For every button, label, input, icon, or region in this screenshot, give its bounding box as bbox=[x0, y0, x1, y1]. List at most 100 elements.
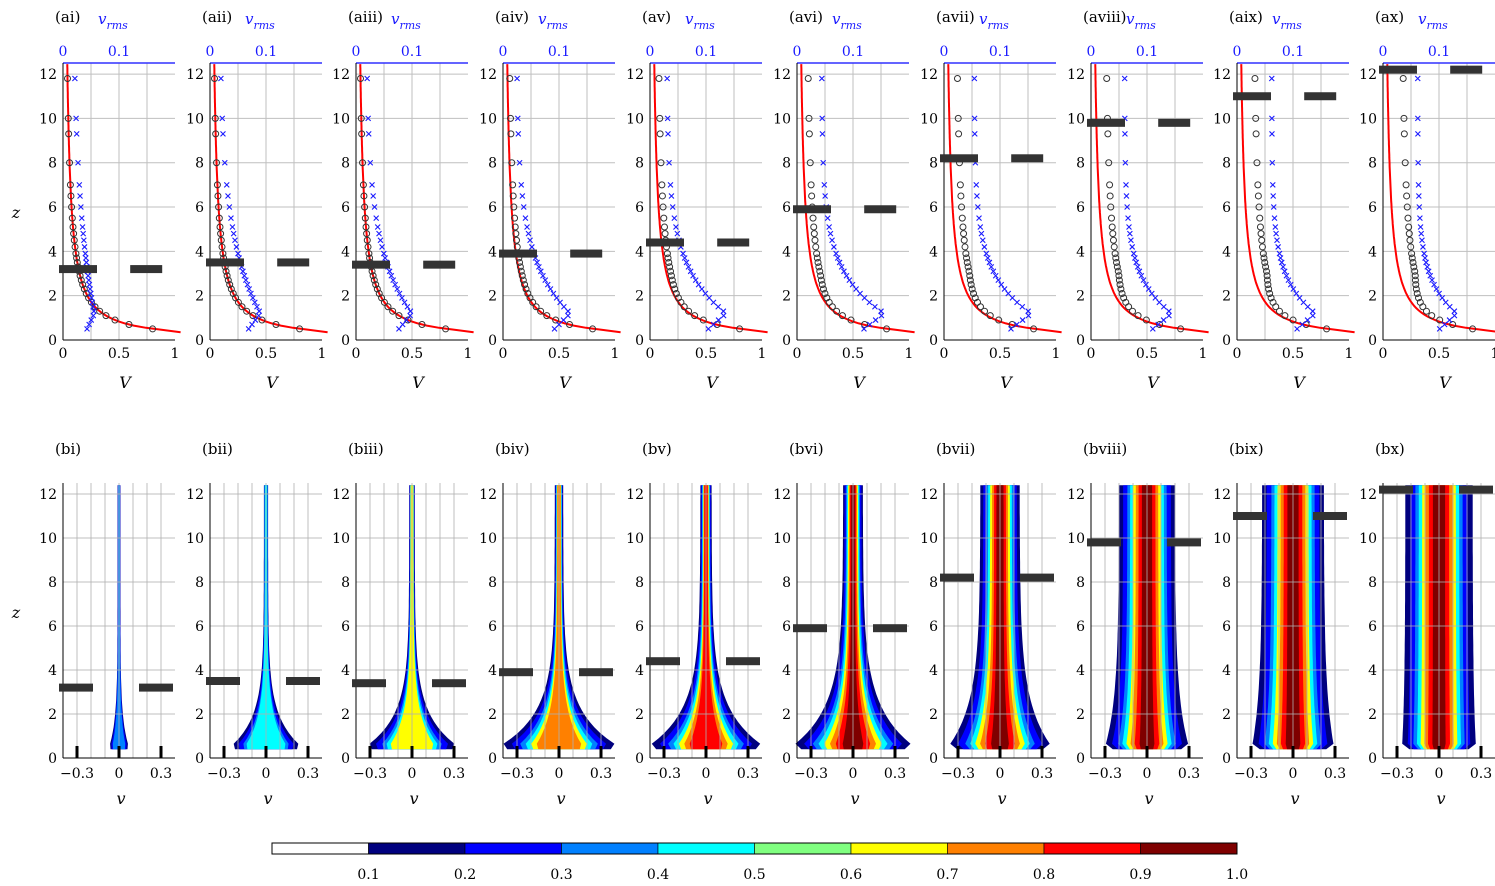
mean-point bbox=[1411, 267, 1419, 275]
colorbar-tick-label: 0.8 bbox=[1033, 867, 1055, 883]
y-tick-label: 2 bbox=[1076, 707, 1085, 723]
mean-point bbox=[664, 254, 672, 262]
mean-point bbox=[1109, 230, 1117, 238]
mean-point bbox=[77, 276, 85, 284]
rms-point bbox=[1134, 263, 1141, 270]
rms-point bbox=[986, 259, 993, 266]
mean-point bbox=[814, 258, 822, 266]
mean-point bbox=[1255, 203, 1263, 211]
rms-point bbox=[1019, 317, 1026, 323]
rms-point bbox=[710, 321, 717, 328]
top-tick-label: 0.1 bbox=[1136, 44, 1158, 60]
y-tick-label: 2 bbox=[341, 289, 350, 305]
mean-point bbox=[372, 281, 380, 289]
rms-point bbox=[404, 303, 411, 310]
mean-point bbox=[1253, 159, 1261, 167]
mean-point bbox=[1449, 320, 1457, 328]
rms-point bbox=[1421, 250, 1427, 257]
mean-point bbox=[1115, 276, 1123, 284]
rms-point bbox=[514, 115, 521, 122]
rms-point bbox=[1416, 204, 1423, 210]
height-marker-left bbox=[1379, 65, 1417, 74]
rms-point bbox=[984, 255, 991, 261]
x-tick-label: 1 bbox=[905, 346, 914, 362]
y-tick-label: 2 bbox=[48, 289, 57, 305]
height-marker-right bbox=[1459, 485, 1493, 494]
height-marker-right bbox=[286, 677, 320, 685]
fit-curve bbox=[1094, 64, 1209, 334]
mean-point bbox=[369, 272, 377, 280]
x-axis-label: v bbox=[1290, 789, 1299, 808]
mean-point bbox=[1106, 181, 1114, 189]
mean-point bbox=[1112, 254, 1120, 262]
rms-point bbox=[528, 244, 535, 250]
x-tick-label: 0.3 bbox=[1178, 766, 1200, 782]
rms-point bbox=[1269, 159, 1276, 166]
y-tick-label: 0 bbox=[635, 751, 644, 767]
rms-point bbox=[1309, 312, 1316, 319]
mean-point bbox=[815, 263, 823, 271]
mean-point bbox=[964, 263, 972, 271]
mean-point bbox=[215, 214, 223, 222]
rms-point bbox=[1415, 159, 1422, 166]
rms-point bbox=[831, 244, 837, 250]
x-tick-label: 1 bbox=[318, 346, 327, 362]
x-tick-mark bbox=[1333, 746, 1337, 758]
height-marker-right bbox=[717, 238, 750, 247]
mean-point bbox=[513, 236, 521, 244]
rms-point bbox=[690, 272, 696, 279]
colorbar-swatch bbox=[271, 842, 369, 855]
y-tick-label: 2 bbox=[635, 289, 644, 305]
rms-point bbox=[565, 308, 571, 315]
y-tick-label: 12 bbox=[920, 487, 938, 503]
mean-point bbox=[956, 181, 964, 189]
y-tick-label: 12 bbox=[186, 67, 204, 83]
mean-point bbox=[518, 272, 526, 280]
mean-point bbox=[1264, 281, 1272, 289]
mean-point bbox=[509, 181, 517, 189]
mean-point bbox=[1111, 250, 1119, 258]
height-marker-right bbox=[1011, 154, 1044, 163]
x-tick-label: 0 bbox=[702, 766, 711, 782]
mean-point bbox=[82, 289, 90, 297]
mean-point bbox=[810, 230, 818, 238]
y-tick-label: 10 bbox=[626, 111, 644, 127]
rms-point bbox=[1125, 215, 1131, 222]
x-tick-label: 0 bbox=[646, 346, 655, 362]
rms-point bbox=[685, 263, 692, 270]
colorbar-tick-label: 0.3 bbox=[550, 867, 572, 883]
x-axis-label: v bbox=[116, 789, 125, 808]
mean-point bbox=[1408, 254, 1416, 262]
y-tick-label: 10 bbox=[479, 531, 497, 547]
rms-point bbox=[75, 159, 81, 166]
y-tick-label: 6 bbox=[341, 619, 350, 635]
y-tick-label: 10 bbox=[39, 111, 57, 127]
mean-point bbox=[838, 312, 846, 320]
top-tick-label: 0.1 bbox=[548, 44, 570, 60]
rms-point bbox=[1140, 277, 1147, 284]
x-tick-mark bbox=[599, 746, 603, 758]
rms-point bbox=[218, 75, 224, 82]
mean-point bbox=[1254, 181, 1262, 189]
rms-point bbox=[667, 181, 674, 188]
rms-point bbox=[1270, 204, 1277, 210]
mean-point bbox=[1406, 236, 1414, 244]
x-tick-label: −0.3 bbox=[500, 766, 534, 782]
y-tick-label: 4 bbox=[1222, 663, 1231, 679]
panel-label: (aii) bbox=[202, 8, 232, 26]
height-marker-right bbox=[579, 668, 613, 677]
y-tick-label: 8 bbox=[48, 156, 57, 172]
y-tick-label: 0 bbox=[341, 333, 350, 349]
mean-point bbox=[70, 236, 78, 244]
x-tick-mark bbox=[452, 746, 456, 758]
rms-point bbox=[1415, 131, 1421, 137]
panel-label: (bx) bbox=[1375, 440, 1405, 458]
mean-point bbox=[589, 325, 597, 333]
mean-point bbox=[810, 223, 818, 231]
colorbar-tick-label: 0.2 bbox=[454, 867, 476, 883]
mean-point bbox=[976, 303, 984, 311]
